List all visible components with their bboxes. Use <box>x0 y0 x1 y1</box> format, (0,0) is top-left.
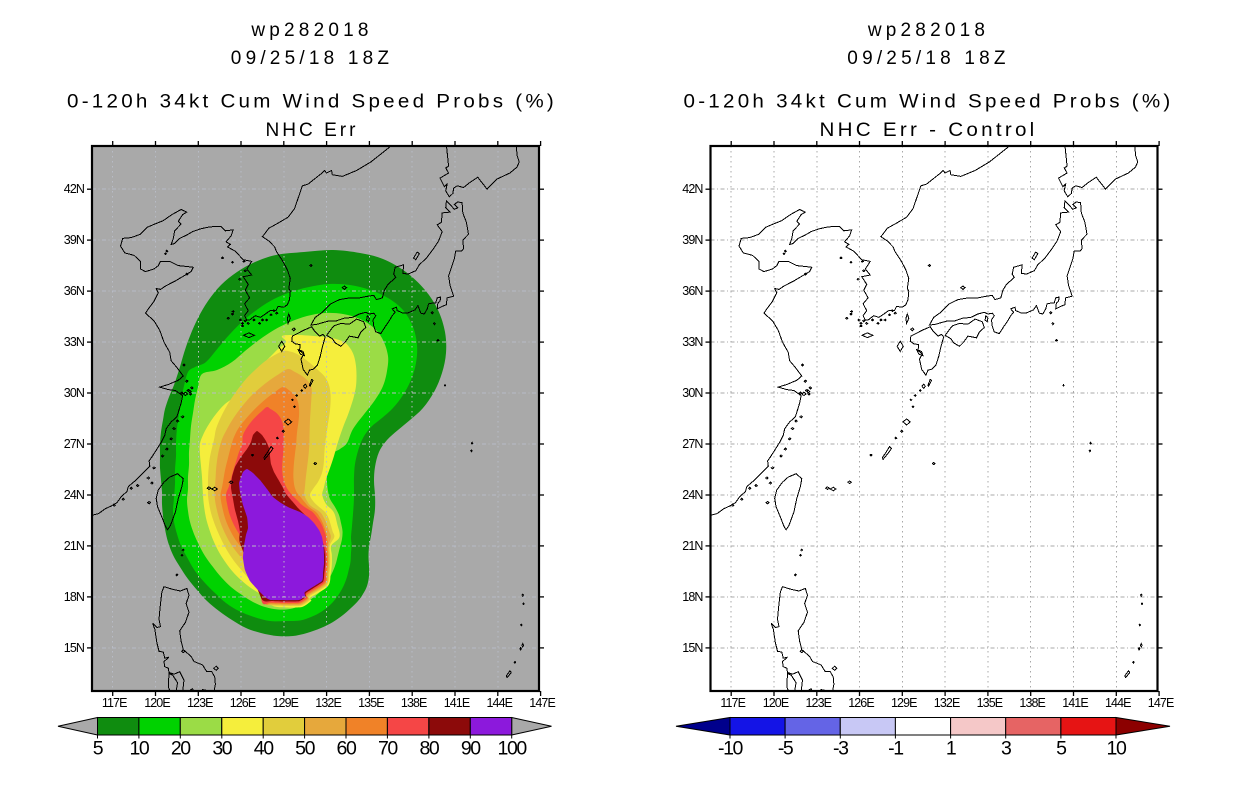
svg-text:24N: 24N <box>64 488 85 502</box>
svg-text:42N: 42N <box>64 182 85 196</box>
svg-text:27N: 27N <box>682 437 703 451</box>
svg-text:100: 100 <box>498 738 528 760</box>
svg-text:138E: 138E <box>401 696 427 710</box>
svg-text:132E: 132E <box>934 696 960 710</box>
svg-text:147E: 147E <box>1148 696 1174 710</box>
svg-text:NHC Err - Control: NHC Err - Control <box>820 120 1038 141</box>
svg-text:42N: 42N <box>682 182 703 196</box>
svg-text:27N: 27N <box>64 437 85 451</box>
svg-text:40: 40 <box>254 738 274 760</box>
svg-text:10: 10 <box>1107 738 1127 760</box>
svg-text:0-120h 34kt Cum Wind Speed Pro: 0-120h 34kt Cum Wind Speed Probs (%) <box>684 92 1174 113</box>
svg-text:21N: 21N <box>64 539 85 553</box>
svg-text:80: 80 <box>419 738 439 760</box>
svg-text:5: 5 <box>1056 738 1067 760</box>
svg-text:138E: 138E <box>1019 696 1045 710</box>
svg-text:90: 90 <box>461 738 481 760</box>
svg-text:wp282018: wp282018 <box>867 20 989 41</box>
svg-text:20: 20 <box>171 738 191 760</box>
svg-text:141E: 141E <box>1062 696 1088 710</box>
svg-text:18N: 18N <box>682 590 703 604</box>
svg-text:50: 50 <box>295 738 315 760</box>
svg-text:117E: 117E <box>102 696 127 710</box>
svg-text:60: 60 <box>337 738 357 760</box>
svg-text:-5: -5 <box>778 738 794 760</box>
svg-text:1: 1 <box>946 738 956 760</box>
svg-text:15N: 15N <box>682 641 703 655</box>
svg-text:09/25/18 18Z: 09/25/18 18Z <box>231 48 393 69</box>
svg-text:0-120h 34kt Cum Wind Speed Pro: 0-120h 34kt Cum Wind Speed Probs (%) <box>67 92 557 113</box>
svg-text:36N: 36N <box>64 284 85 298</box>
svg-text:-1: -1 <box>888 738 903 760</box>
svg-text:39N: 39N <box>682 233 703 247</box>
svg-text:3: 3 <box>1001 738 1011 760</box>
svg-text:-10: -10 <box>718 738 744 760</box>
svg-text:129E: 129E <box>273 696 299 710</box>
svg-text:24N: 24N <box>682 488 703 502</box>
svg-text:30N: 30N <box>682 386 703 400</box>
svg-text:120E: 120E <box>144 696 170 710</box>
svg-text:141E: 141E <box>444 696 470 710</box>
svg-text:5: 5 <box>93 738 104 760</box>
svg-text:135E: 135E <box>977 696 1003 710</box>
svg-text:15N: 15N <box>64 641 85 655</box>
svg-text:147E: 147E <box>529 696 555 710</box>
svg-text:123E: 123E <box>187 696 213 710</box>
svg-text:135E: 135E <box>358 696 384 710</box>
svg-text:144E: 144E <box>487 696 513 710</box>
svg-text:NHC Err: NHC Err <box>266 120 359 141</box>
svg-text:33N: 33N <box>64 335 85 349</box>
svg-text:36N: 36N <box>682 284 703 298</box>
svg-text:09/25/18 18Z: 09/25/18 18Z <box>847 48 1009 69</box>
svg-text:129E: 129E <box>891 696 917 710</box>
svg-text:39N: 39N <box>64 233 85 247</box>
svg-text:30N: 30N <box>64 386 85 400</box>
svg-text:30: 30 <box>212 738 232 760</box>
svg-text:10: 10 <box>129 738 149 760</box>
svg-text:120E: 120E <box>763 696 789 710</box>
svg-text:144E: 144E <box>1105 696 1131 710</box>
svg-text:117E: 117E <box>720 696 745 710</box>
svg-text:126E: 126E <box>230 696 256 710</box>
svg-text:21N: 21N <box>682 539 703 553</box>
svg-text:123E: 123E <box>806 696 832 710</box>
svg-text:33N: 33N <box>682 335 703 349</box>
svg-text:wp282018: wp282018 <box>250 20 372 41</box>
svg-text:18N: 18N <box>64 590 85 604</box>
svg-text:-3: -3 <box>833 738 848 760</box>
svg-text:132E: 132E <box>315 696 341 710</box>
svg-text:70: 70 <box>378 738 398 760</box>
svg-text:126E: 126E <box>848 696 874 710</box>
